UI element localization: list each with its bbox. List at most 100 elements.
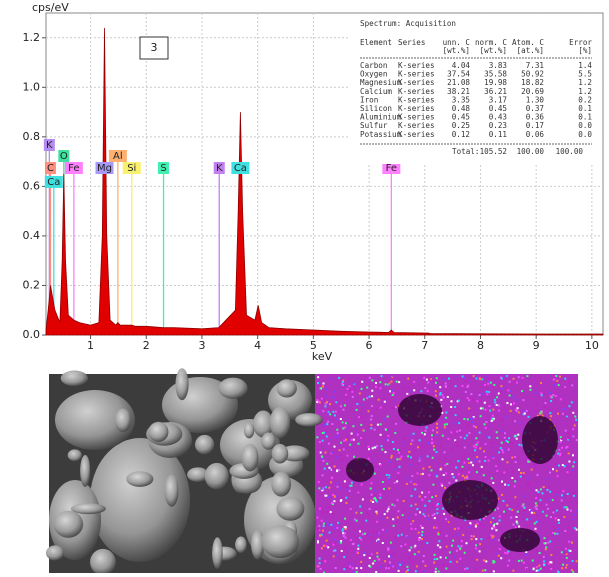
map-pixel [335, 401, 337, 403]
map-pixel [394, 501, 396, 503]
map-pixel [398, 381, 400, 383]
map-pixel [403, 500, 405, 502]
map-pixel [548, 563, 550, 565]
map-pixel [410, 523, 412, 525]
map-pixel [496, 404, 498, 406]
map-pixel [486, 391, 488, 393]
map-pixel [483, 518, 485, 520]
map-pixel [468, 399, 470, 401]
map-pixel [388, 508, 390, 510]
map-pixel [332, 494, 334, 496]
map-pixel [416, 508, 418, 510]
map-pixel [422, 513, 424, 515]
map-pixel [536, 566, 538, 568]
map-pixel [522, 399, 524, 401]
map-pixel [473, 535, 475, 537]
map-pixel [374, 473, 376, 475]
map-pixel [360, 424, 362, 426]
map-pixel [406, 393, 408, 395]
table-unit: [wt.%] [443, 46, 470, 55]
map-pixel [461, 545, 463, 547]
map-pixel [419, 495, 421, 497]
map-pixel [428, 491, 430, 493]
map-pixel [464, 447, 466, 449]
y-axis-label: cps/eV [32, 1, 69, 14]
map-pixel [564, 408, 566, 410]
map-pixel [426, 515, 428, 517]
map-pixel [554, 533, 556, 535]
map-pixel [483, 559, 485, 561]
map-pixel [479, 460, 481, 462]
map-pixel [343, 568, 345, 570]
map-pixel [559, 376, 561, 378]
map-pixel [459, 558, 461, 560]
map-pixel [336, 470, 338, 472]
table-unit: [wt.%] [480, 46, 507, 55]
map-pixel [466, 477, 468, 479]
map-pixel [560, 398, 562, 400]
map-pixel [550, 561, 552, 563]
map-pixel [322, 410, 324, 412]
map-pixel [386, 474, 388, 476]
map-pixel [425, 430, 427, 432]
map-pixel [330, 481, 332, 483]
map-pixel [458, 545, 460, 547]
map-pixel [390, 457, 392, 459]
x-tick-label: 3 [198, 339, 205, 352]
map-pixel [479, 432, 481, 434]
map-pixel [464, 437, 466, 439]
y-tick-label: 0.6 [23, 179, 41, 192]
map-pixel [361, 484, 363, 486]
map-pixel [445, 557, 447, 559]
map-pixel [439, 386, 441, 388]
map-pixel [417, 472, 419, 474]
map-pixel [541, 413, 543, 415]
map-pixel [340, 442, 342, 444]
map-pixel [440, 445, 442, 447]
map-pixel [571, 401, 573, 403]
map-pixel [576, 529, 578, 531]
map-pixel [363, 421, 365, 423]
map-pixel [361, 381, 363, 383]
map-pixel [562, 564, 564, 566]
map-pixel [372, 447, 374, 449]
map-pixel [567, 562, 569, 564]
map-pixel [358, 443, 360, 445]
map-pixel [436, 475, 438, 477]
map-pixel [510, 517, 512, 519]
map-pixel [328, 443, 330, 445]
map-pixel [568, 541, 570, 543]
map-pixel [530, 389, 532, 391]
map-pixel [545, 546, 547, 548]
map-pixel [424, 505, 426, 507]
particle [272, 444, 289, 464]
map-pixel [516, 522, 518, 524]
particle [126, 471, 153, 487]
map-pixel [381, 375, 383, 377]
map-pixel [536, 515, 538, 517]
map-pixel [322, 474, 324, 476]
map-pixel [562, 490, 564, 492]
map-pixel [424, 515, 426, 517]
table-cell: 0.11 [489, 130, 508, 139]
map-pixel [407, 517, 409, 519]
map-pixel [518, 560, 520, 562]
map-pixel [549, 541, 551, 543]
map-pixel [509, 395, 511, 397]
map-pixel [572, 435, 574, 437]
map-pixel [553, 526, 555, 528]
map-pixel [338, 377, 340, 379]
map-pixel [368, 448, 370, 450]
map-pixel [401, 562, 403, 564]
map-pixel [389, 562, 391, 564]
map-pixel [391, 389, 393, 391]
map-pixel [436, 558, 438, 560]
map-pixel [540, 568, 542, 570]
map-pixel [485, 443, 487, 445]
map-pixel [481, 378, 483, 380]
map-pixel [499, 548, 501, 550]
element-label: Ca [234, 163, 247, 174]
map-pixel [444, 451, 446, 453]
map-pixel [422, 446, 424, 448]
map-pixel [529, 385, 531, 387]
